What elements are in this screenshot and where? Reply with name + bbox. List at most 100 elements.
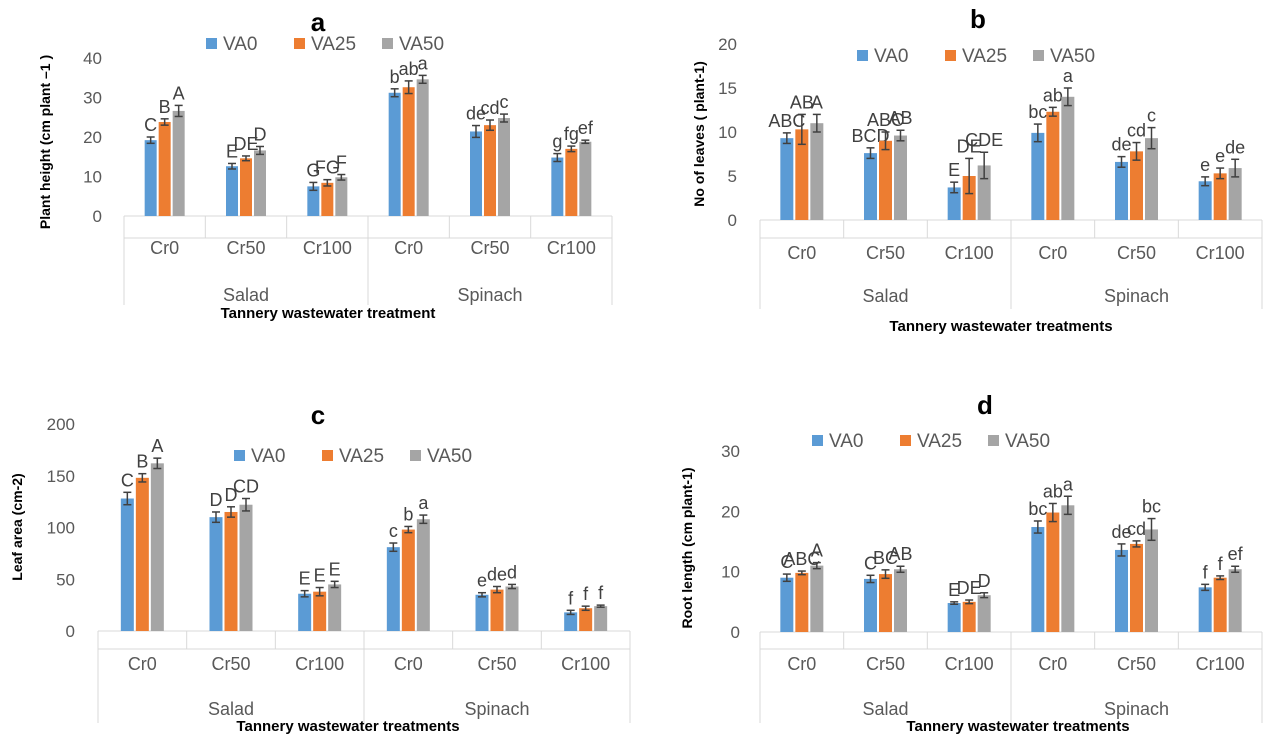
bar-VA0 [144,140,157,216]
significance-label: G [306,160,320,180]
legend-label: VA0 [874,46,909,67]
category-label: Cr50 [470,238,509,258]
category-label: Cr100 [1196,654,1245,674]
legend-label: VA25 [962,46,1007,67]
significance-label: ab [399,59,419,79]
bar-VA25 [879,140,892,220]
significance-label: ef [578,118,594,138]
significance-label: A [811,541,823,561]
significance-label: de [487,564,507,584]
significance-label: de [1225,137,1245,157]
category-label: Cr0 [394,654,423,674]
bar-VA50 [1061,505,1075,632]
bar-VA0 [209,517,223,631]
significance-label: d [507,562,517,582]
y-axis-title: No of leaves ( plant-1) [691,61,707,206]
significance-label: DE [957,136,982,156]
bar-VA0 [1198,181,1212,220]
bar-VA25 [484,125,496,216]
category-label: Cr0 [787,654,816,674]
bar-VA25 [313,591,327,631]
y-tick-label: 10 [718,123,737,142]
y-tick-label: 100 [47,519,75,538]
y-tick-label: 0 [93,207,102,226]
bar-VA25 [321,182,334,216]
panel-title: b [970,4,986,34]
significance-label: a [418,493,429,513]
bar-VA50 [894,569,907,632]
category-label: Cr0 [787,243,816,263]
category-label: Cr50 [1117,654,1156,674]
significance-label: D [254,124,267,144]
category-label: Cr100 [945,243,994,263]
significance-label: E [329,559,341,579]
significance-label: ABC [768,111,805,131]
bar-VA50 [328,584,342,631]
bar-VA0 [470,131,482,216]
legend-swatch [206,38,217,49]
significance-label: bc [1028,102,1047,122]
bar-VA0 [780,138,794,220]
significance-label: BC [873,548,898,568]
bar-VA25 [240,158,252,216]
y-tick-label: 30 [721,442,740,461]
y-axis-title: Leaf area (cm-2) [9,473,25,580]
y-tick-label: 20 [718,35,737,54]
bar-VA50 [1228,569,1242,632]
bar-VA0 [864,153,877,220]
category-label: Cr50 [1117,243,1156,263]
significance-label: e [477,571,487,591]
significance-label: g [552,132,562,152]
significance-label: E [226,141,238,161]
bar-VA50 [505,586,519,631]
group-label: Spinach [1104,286,1169,306]
legend-swatch [812,435,823,446]
significance-label: ABC [783,549,820,569]
category-label: Cr100 [303,238,352,258]
significance-label: bc [1028,499,1047,519]
bar-VA25 [795,129,809,220]
bar-VA50 [335,177,348,216]
significance-label: D [210,490,223,510]
bar-VA50 [150,463,164,631]
legend-swatch [1033,50,1044,61]
category-label: Cr0 [128,654,157,674]
y-tick-label: 20 [83,128,102,147]
chart-panel-d: 0 10 20 30 Cr0 Cr50 Cr100 Cr0 Cr50 Cr100 Salad Spin… [679,390,1263,735]
significance-label: f [598,583,604,603]
bar-VA0 [564,612,578,631]
bar-VA25 [579,608,593,631]
group-label: Spinach [464,699,529,719]
bar-VA0 [947,187,961,220]
significance-label: B [159,97,171,117]
significance-label: de [1111,135,1131,155]
category-label: Cr100 [547,238,596,258]
legend-label: VA50 [399,34,444,55]
bar-VA25 [490,589,504,631]
bar-VA50 [1145,138,1158,220]
bar-VA25 [795,572,809,632]
bar-VA25 [158,121,171,216]
bar-VA0 [475,594,489,631]
significance-label: E [948,580,960,600]
bar-VA0 [551,157,564,216]
bar-VA25 [1213,173,1227,220]
category-label: Cr100 [295,654,344,674]
bar-VA25 [402,87,415,216]
legend-swatch [234,450,245,461]
category-label: Cr0 [1038,243,1067,263]
bar-VA50 [594,606,608,631]
significance-label: cd [1127,519,1146,539]
bar-VA50 [579,141,592,216]
category-label: Cr0 [394,238,423,258]
bar-VA25 [135,477,149,631]
panel-title: a [311,7,326,37]
x-axis-title: Tannery wastewater treatment [221,305,436,322]
bar-VA0 [1198,587,1212,632]
significance-label: f [583,584,589,604]
category-label: Cr100 [561,654,610,674]
significance-label: c [1147,106,1156,126]
significance-label: cd [1127,121,1146,141]
legend-label: VA25 [917,431,962,452]
